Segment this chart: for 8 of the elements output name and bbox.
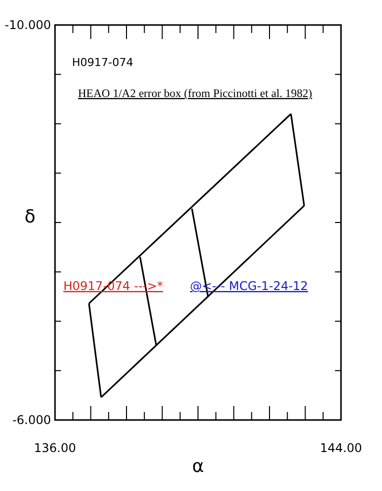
y-axis-title: δ — [24, 206, 36, 228]
y-tick-label: -10.000 — [4, 18, 51, 32]
y-tick-label: -6.000 — [12, 413, 51, 427]
text: HEAO 1/A2 error box (from Piccinotti et al. 1982) — [78, 88, 312, 100]
x-axis-title: α — [192, 456, 204, 477]
x-tick-label: 144.00 — [320, 441, 362, 455]
text: H0917-074 — [72, 56, 134, 69]
x-tick-label: 136.00 — [34, 441, 76, 455]
